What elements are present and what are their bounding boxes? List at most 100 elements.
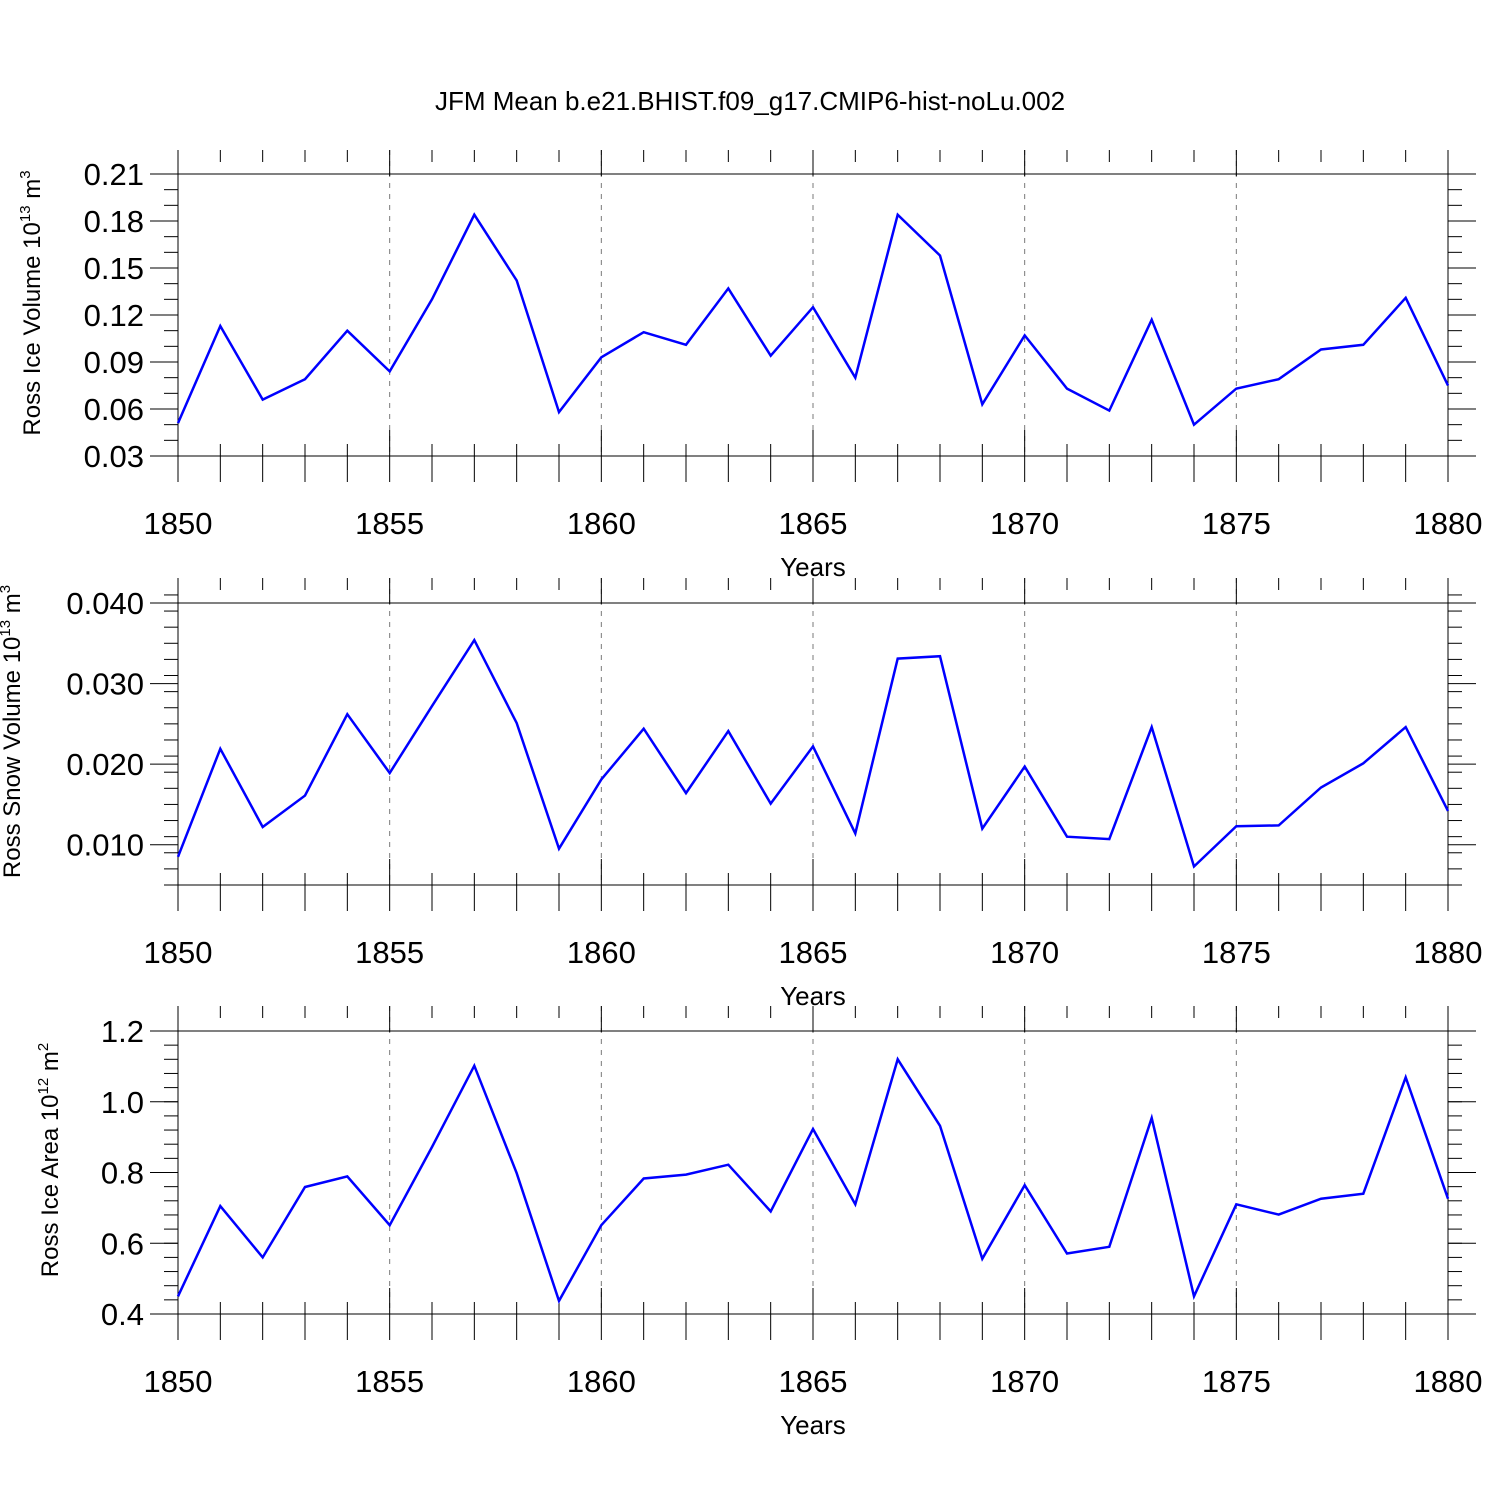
x-tick-label: 1880 xyxy=(1414,1364,1483,1399)
y-tick-label: 0.4 xyxy=(101,1297,144,1332)
data-point xyxy=(1319,347,1323,351)
data-point xyxy=(1277,377,1281,381)
data-point xyxy=(176,855,180,859)
series-line xyxy=(176,1056,1450,1304)
x-tick-label: 1850 xyxy=(144,506,213,541)
data-point xyxy=(726,286,730,290)
series-line xyxy=(176,212,1450,427)
data-point xyxy=(515,279,519,283)
data-point xyxy=(557,410,561,414)
data-point xyxy=(1150,1116,1154,1120)
data-point xyxy=(1319,1197,1323,1201)
chart-title: JFM Mean b.e21.BHIST.f09_g17.CMIP6-hist-… xyxy=(435,86,1065,116)
y-tick-label: 0.03 xyxy=(84,439,144,474)
data-point xyxy=(1150,725,1154,729)
data-point xyxy=(896,657,900,661)
data-point xyxy=(726,1163,730,1167)
data-point xyxy=(218,1204,222,1208)
data-point xyxy=(980,827,984,831)
data-point xyxy=(515,721,519,725)
data-point xyxy=(1065,387,1069,391)
data-point xyxy=(1192,864,1196,868)
data-point xyxy=(1150,318,1154,322)
x-tick-label: 1880 xyxy=(1414,506,1483,541)
data-point xyxy=(769,354,773,358)
data-point xyxy=(388,771,392,775)
data-point xyxy=(1107,837,1111,841)
data-point xyxy=(599,355,603,359)
data-point xyxy=(1023,765,1027,769)
data-point xyxy=(303,377,307,381)
x-tick-label: 1870 xyxy=(990,1364,1059,1399)
data-point xyxy=(1107,1245,1111,1249)
x-axis-label: Years xyxy=(780,552,846,582)
data-point xyxy=(176,421,180,425)
data-point xyxy=(769,1209,773,1213)
data-point xyxy=(1277,1213,1281,1217)
data-point xyxy=(726,729,730,733)
y-tick-label: 0.010 xyxy=(66,828,144,863)
y-tick-label: 0.040 xyxy=(66,586,144,621)
data-point xyxy=(1234,387,1238,391)
data-point xyxy=(1446,809,1450,813)
data-point xyxy=(303,794,307,798)
data-point xyxy=(345,329,349,333)
x-tick-label: 1855 xyxy=(355,1364,424,1399)
data-point xyxy=(599,777,603,781)
data-point xyxy=(1361,343,1365,347)
data-point xyxy=(938,1124,942,1128)
data-point xyxy=(896,213,900,217)
data-point xyxy=(1404,725,1408,729)
data-point xyxy=(1319,786,1323,790)
data-point xyxy=(176,1294,180,1298)
x-tick-label: 1860 xyxy=(567,1364,636,1399)
data-point xyxy=(1404,296,1408,300)
y-axis-label: Ross Snow Volume 1013 m3 xyxy=(0,585,26,878)
data-point xyxy=(769,802,773,806)
x-tick-label: 1865 xyxy=(779,935,848,970)
data-point xyxy=(980,1257,984,1261)
data-point xyxy=(261,1255,265,1259)
data-point xyxy=(557,1299,561,1303)
x-tick-label: 1860 xyxy=(567,506,636,541)
data-point xyxy=(430,297,434,301)
chart-panel-1: 0.03 0.06 0.09 0.12 0.15 0.18 0.21 1850 1855 1860… xyxy=(17,150,1482,582)
data-point xyxy=(261,825,265,829)
x-tick-label: 1860 xyxy=(567,935,636,970)
x-tick-label: 1875 xyxy=(1202,506,1271,541)
series-line xyxy=(176,637,1450,869)
data-point xyxy=(938,654,942,658)
data-point xyxy=(684,343,688,347)
x-tick-label: 1880 xyxy=(1414,935,1483,970)
data-point xyxy=(980,402,984,406)
y-tick-label: 1.2 xyxy=(101,1014,144,1049)
data-point xyxy=(345,1174,349,1178)
data-point xyxy=(811,305,815,309)
x-axis-label: Years xyxy=(780,1410,846,1440)
data-point xyxy=(1023,333,1027,337)
data-point xyxy=(642,727,646,731)
data-point xyxy=(642,1177,646,1181)
data-point xyxy=(1107,409,1111,413)
data-point xyxy=(811,744,815,748)
data-point xyxy=(1446,1197,1450,1201)
y-tick-label: 0.020 xyxy=(66,747,144,782)
y-tick-label: 0.15 xyxy=(84,251,144,286)
x-tick-label: 1855 xyxy=(355,506,424,541)
chart-panel-2: 0.010 0.020 0.030 0.040 1850 1855 1860 1865 1870… xyxy=(0,578,1482,1011)
data-point xyxy=(345,712,349,716)
data-point xyxy=(1023,1183,1027,1187)
chart-panels: 0.03 0.06 0.09 0.12 0.15 0.18 0.21 1850 1855 1860… xyxy=(0,150,1482,1440)
data-point xyxy=(218,747,222,751)
data-point xyxy=(472,1064,476,1068)
data-point xyxy=(218,324,222,328)
data-point xyxy=(303,1185,307,1189)
data-point xyxy=(430,1145,434,1149)
y-axis-label: Ross Ice Volume 1013 m3 xyxy=(17,170,46,435)
data-point xyxy=(472,638,476,642)
chart-panel-3: 0.4 0.6 0.8 1.0 1.2 1850 1855 1860 1865 1870 1875 1… xyxy=(35,1006,1482,1440)
x-tick-label: 1875 xyxy=(1202,935,1271,970)
data-point xyxy=(1065,835,1069,839)
data-point xyxy=(684,1173,688,1177)
